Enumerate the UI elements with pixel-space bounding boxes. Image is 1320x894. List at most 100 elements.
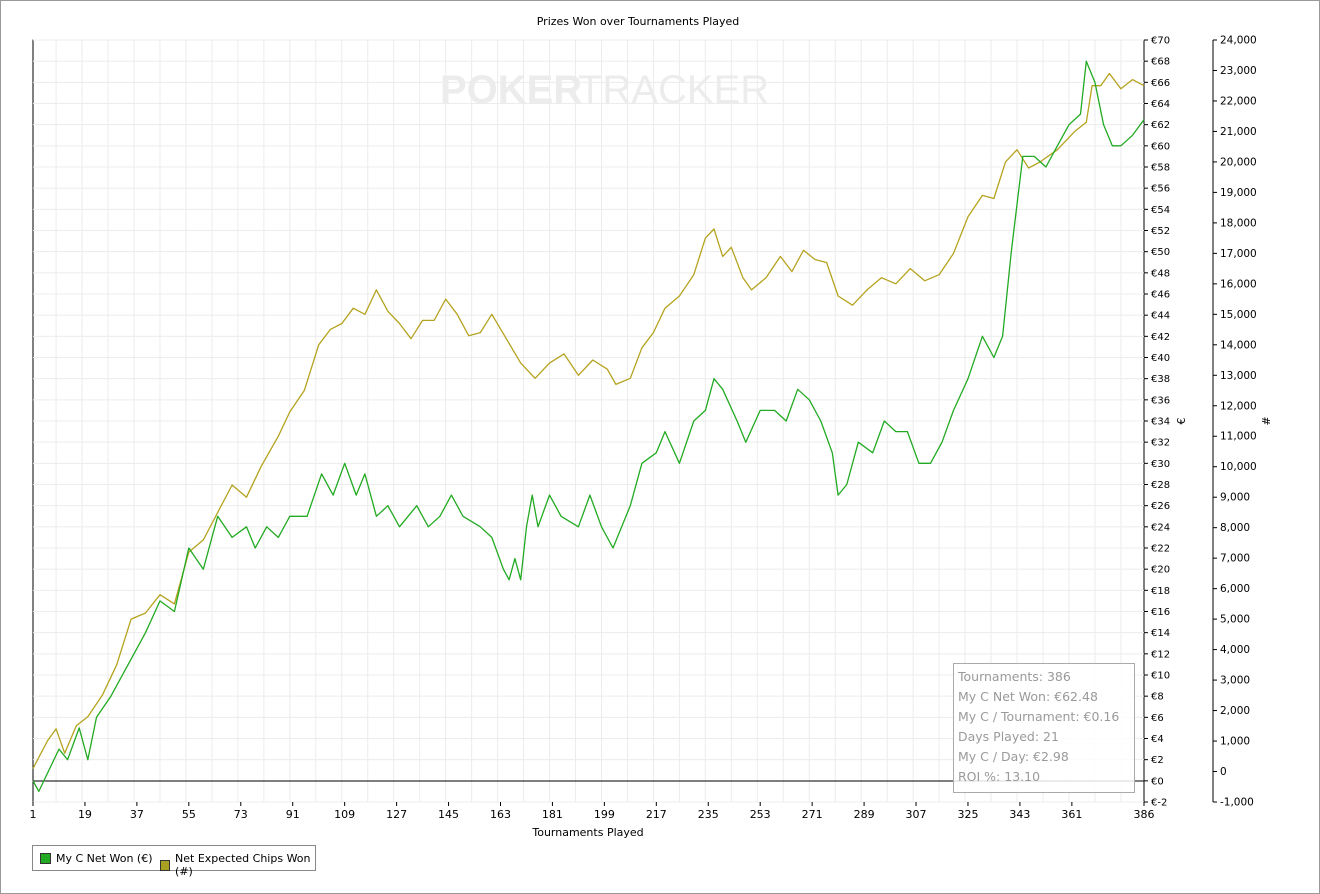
x-tick-label: 307: [906, 808, 927, 821]
y-left-tick-label: €2: [1151, 755, 1164, 766]
legend-item-expected-chips[interactable]: Net Expected Chips Won (#): [160, 852, 315, 878]
y-left-tick-label: €14: [1151, 628, 1170, 639]
y-left-tick-label: €40: [1151, 353, 1170, 364]
y-right-tick-label: 13,000: [1220, 370, 1257, 382]
y-right-tick-label: 8,000: [1220, 522, 1250, 534]
x-tick-label: 361: [1061, 808, 1082, 821]
y-left-tick-label: €22: [1151, 544, 1170, 555]
y-right-tick-label: 17,000: [1220, 248, 1257, 260]
y-left-tick-label: €70: [1151, 36, 1170, 47]
y-left-tick-label: €42: [1151, 332, 1170, 343]
series-line-net-won: [32, 60, 1145, 793]
y-right-tick-label: -1,000: [1220, 797, 1254, 809]
chart-legend: My C Net Won (€) Net Expected Chips Won …: [32, 845, 316, 878]
y-right-tick-label: 14,000: [1220, 339, 1257, 351]
y-right-tick-label: 11,000: [1220, 431, 1257, 443]
x-tick-label: 217: [646, 808, 667, 821]
y-right-tick-label: 1,000: [1220, 736, 1250, 748]
legend-swatch-green: [40, 853, 51, 864]
grid-lines: [33, 39, 1144, 803]
x-tick-label: 271: [802, 808, 823, 821]
y-right-tick-label: 3,000: [1220, 675, 1250, 687]
x-tick-label: 1: [30, 808, 37, 821]
y-left-tick-label: €12: [1151, 649, 1170, 660]
y-left-tick-label: €46: [1151, 290, 1170, 301]
x-tick-label: 253: [750, 808, 771, 821]
x-tick-label: 37: [130, 808, 144, 821]
y-left-tick-label: €52: [1151, 226, 1170, 237]
legend-label-expected-chips: Net Expected Chips Won (#): [175, 852, 311, 878]
watermark-logo: POKER TRACKER: [440, 68, 769, 112]
y-right-tick-label: 19,000: [1220, 187, 1257, 199]
y-right-tick-label: 10,000: [1220, 461, 1257, 473]
y-right-tick-label: 7,000: [1220, 553, 1250, 565]
stat-roi: ROI %: 13.10: [958, 769, 1041, 784]
y-left-tick-label: €16: [1151, 607, 1170, 618]
y-axis-left-label: €: [1175, 418, 1188, 425]
legend-label-net-won: My C Net Won (€): [56, 852, 153, 865]
watermark-tracker: TRACKER: [578, 68, 769, 112]
x-tick-label: 145: [438, 808, 459, 821]
stats-summary-box: Tournaments: 386 My C Net Won: €62.48 My…: [953, 663, 1135, 793]
y-left-tick-label: €36: [1151, 395, 1170, 406]
y-right-tick-label: 6,000: [1220, 583, 1250, 595]
y-right-tick-label: 23,000: [1220, 65, 1257, 77]
x-axis: 1 19 37 55 73 91 109 127 145 163 181 199 217 235 253 27…: [30, 802, 1155, 821]
y-left-tick-label: €66: [1151, 78, 1170, 89]
watermark-poker: POKER: [440, 68, 582, 112]
y-left-tick-label: €38: [1151, 374, 1170, 385]
y-left-tick-label: €24: [1151, 522, 1170, 533]
x-axis-label: Tournaments Played: [531, 826, 643, 839]
y-left-tick-label: €56: [1151, 184, 1170, 195]
y-left-tick-label: €-2: [1151, 798, 1167, 809]
y-left-tick-label: €4: [1151, 734, 1164, 745]
y-right-tick-label: 12,000: [1220, 400, 1257, 412]
y-axis-left: €-2 €0 €2 €4 €6 €8 €10 €12 €14 €16 €18 €20 €22 €24 €26…: [1144, 36, 1170, 809]
y-axis-right-label: #: [1260, 416, 1273, 425]
x-tick-label: 386: [1134, 808, 1155, 821]
y-left-tick-label: €62: [1151, 120, 1170, 131]
stat-days-played: Days Played: 21: [958, 729, 1059, 744]
y-left-tick-label: €10: [1151, 671, 1170, 682]
x-tick-label: 199: [594, 808, 615, 821]
y-left-tick-label: €64: [1151, 99, 1170, 110]
x-tick-label: 73: [234, 808, 248, 821]
y-right-tick-label: 4,000: [1220, 644, 1250, 656]
stat-per-day: My C / Day: €2.98: [958, 749, 1069, 764]
x-tick-label: 181: [542, 808, 563, 821]
y-left-tick-label: €8: [1151, 692, 1164, 703]
y-right-tick-label: 9,000: [1220, 492, 1250, 504]
x-tick-label: 19: [78, 808, 92, 821]
y-left-tick-label: €48: [1151, 268, 1170, 279]
legend-swatch-olive: [160, 859, 171, 871]
x-tick-label: 163: [490, 808, 511, 821]
y-left-tick-label: €50: [1151, 247, 1170, 258]
y-right-tick-label: 0: [1220, 766, 1227, 778]
legend-item-net-won[interactable]: My C Net Won (€): [40, 852, 153, 865]
x-tick-label: 109: [334, 808, 355, 821]
y-right-tick-label: 5,000: [1220, 614, 1250, 626]
x-tick-label: 55: [182, 808, 196, 821]
stat-tournaments: Tournaments: 386: [958, 669, 1071, 684]
series-lines: [32, 60, 1145, 793]
y-left-tick-label: €34: [1151, 417, 1170, 428]
y-right-tick-label: 2,000: [1220, 705, 1250, 717]
x-tick-label: 343: [1009, 808, 1030, 821]
y-right-tick-label: 18,000: [1220, 217, 1257, 229]
y-left-tick-label: €6: [1151, 713, 1164, 724]
y-axis-right: -1,000 0 1,000 2,000 3,000 4,000 5,000 6,000 7,0…: [1212, 35, 1257, 809]
stat-net-won: My C Net Won: €62.48: [958, 689, 1098, 704]
y-left-tick-label: €68: [1151, 57, 1170, 68]
y-left-tick-label: €54: [1151, 205, 1170, 216]
x-tick-label: 289: [854, 808, 875, 821]
y-left-tick-label: €58: [1151, 163, 1170, 174]
y-left-tick-label: €0: [1151, 776, 1164, 787]
x-tick-label: 235: [698, 808, 719, 821]
y-left-tick-label: €32: [1151, 438, 1170, 449]
y-left-tick-label: €18: [1151, 586, 1170, 597]
y-right-tick-label: 16,000: [1220, 278, 1257, 290]
y-left-tick-label: €26: [1151, 501, 1170, 512]
y-left-tick-label: €44: [1151, 311, 1170, 322]
chart-title: Prizes Won over Tournaments Played: [537, 15, 740, 28]
y-right-tick-label: 15,000: [1220, 309, 1257, 321]
